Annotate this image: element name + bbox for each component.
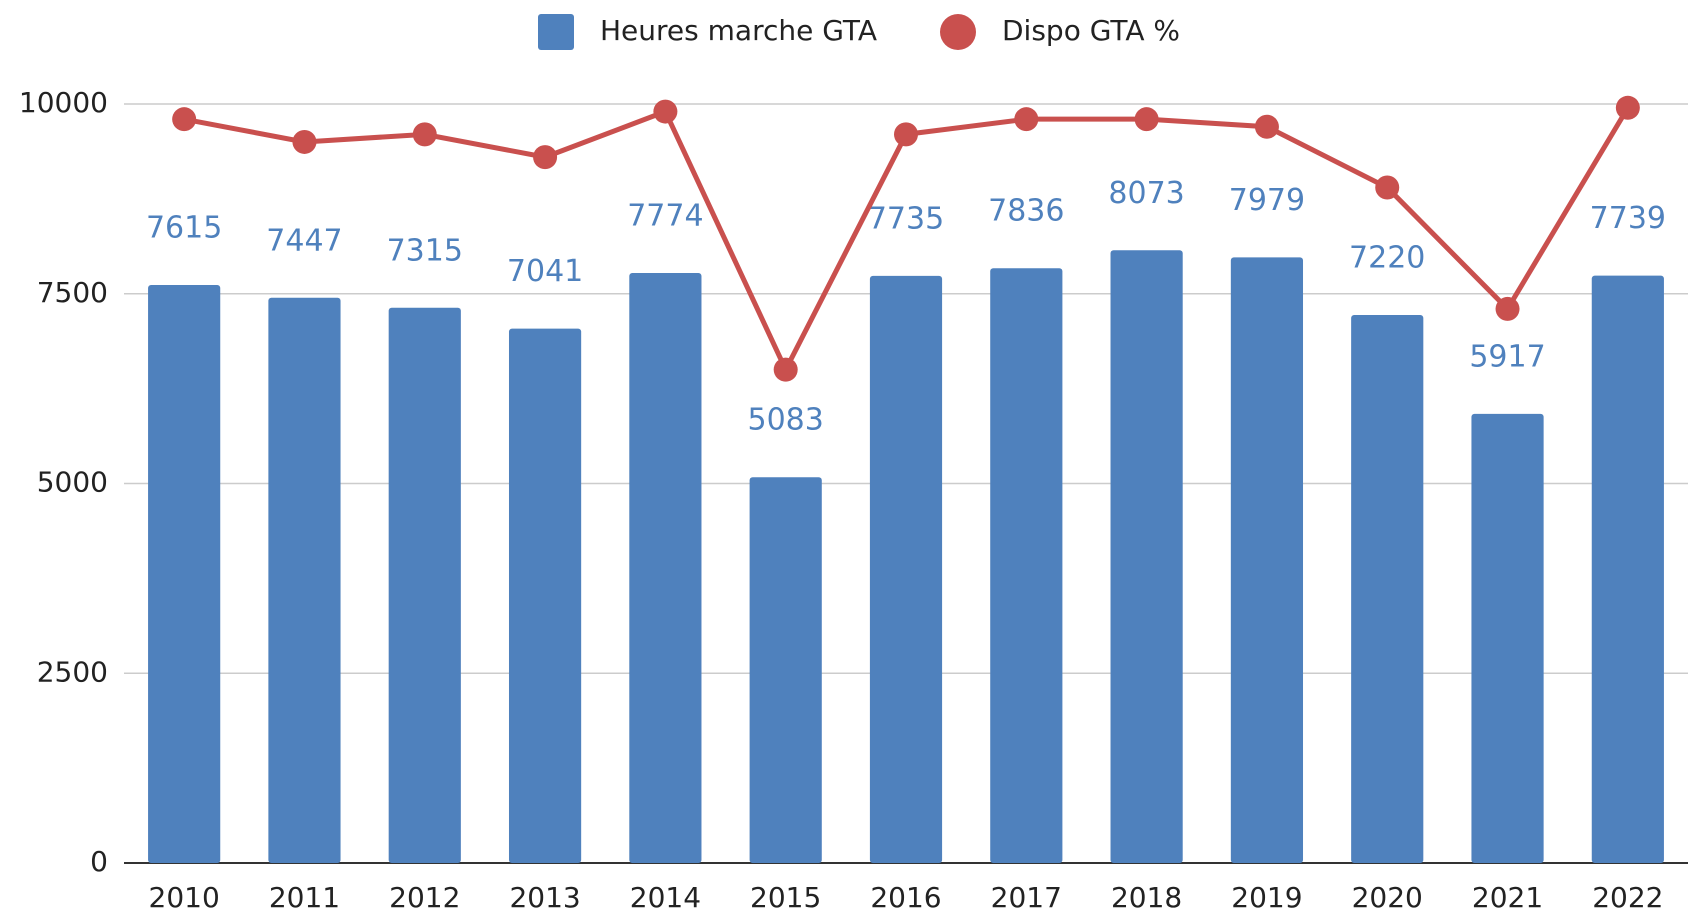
x-tick-label: 2012 bbox=[389, 881, 460, 914]
data-label: 7739 bbox=[1590, 201, 1666, 236]
point bbox=[1615, 95, 1640, 120]
point bbox=[1375, 175, 1400, 200]
y-tick-label: 2500 bbox=[37, 655, 108, 688]
data-label: 5083 bbox=[748, 403, 824, 438]
data-label: 5917 bbox=[1469, 339, 1545, 374]
y-tick-label: 0 bbox=[90, 845, 108, 878]
bar bbox=[388, 307, 461, 863]
point bbox=[1495, 296, 1520, 321]
x-tick-label: 2018 bbox=[1111, 881, 1182, 914]
bar bbox=[990, 268, 1063, 864]
legend-swatch bbox=[538, 14, 574, 50]
bar bbox=[1351, 315, 1424, 863]
point bbox=[773, 357, 798, 382]
point bbox=[1134, 107, 1159, 132]
bar bbox=[869, 275, 943, 863]
data-label: 7774 bbox=[627, 198, 703, 233]
point bbox=[412, 122, 437, 147]
x-tick-label: 2014 bbox=[630, 881, 701, 914]
point bbox=[1254, 114, 1279, 139]
x-tick-label: 2021 bbox=[1472, 881, 1543, 914]
bar bbox=[1230, 257, 1304, 863]
data-label: 8073 bbox=[1108, 176, 1184, 211]
data-label: 7447 bbox=[266, 223, 342, 258]
x-tick-label: 2016 bbox=[870, 881, 941, 914]
y-tick-label: 7500 bbox=[37, 276, 108, 309]
point bbox=[1014, 107, 1039, 132]
data-label: 7041 bbox=[507, 254, 583, 289]
data-label: 7735 bbox=[868, 201, 944, 236]
x-tick-label: 2017 bbox=[991, 881, 1062, 914]
x-tick-label: 2015 bbox=[750, 881, 821, 914]
point bbox=[172, 107, 197, 132]
point bbox=[653, 99, 678, 124]
bar bbox=[268, 297, 341, 863]
x-tick-label: 2013 bbox=[509, 881, 580, 914]
bar bbox=[508, 328, 582, 863]
x-tick-label: 2022 bbox=[1592, 881, 1663, 914]
bar bbox=[629, 272, 702, 864]
x-tick-label: 2010 bbox=[149, 881, 220, 914]
data-label: 7615 bbox=[146, 211, 222, 246]
legend-label: Dispo GTA % bbox=[1002, 14, 1180, 47]
point bbox=[894, 122, 918, 147]
point bbox=[533, 145, 558, 170]
x-tick-label: 2020 bbox=[1352, 881, 1423, 914]
legend-swatch bbox=[940, 14, 976, 50]
bar bbox=[1110, 250, 1183, 864]
x-tick-label: 2019 bbox=[1231, 881, 1302, 914]
bar bbox=[749, 477, 822, 863]
y-tick-label: 5000 bbox=[37, 466, 108, 499]
bar bbox=[1591, 275, 1664, 864]
data-label: 7315 bbox=[387, 233, 463, 268]
bar bbox=[1471, 413, 1544, 863]
data-label: 7220 bbox=[1349, 241, 1425, 276]
legend-label: Heures marche GTA bbox=[600, 14, 877, 47]
y-tick-label: 10000 bbox=[19, 86, 108, 119]
data-label: 7979 bbox=[1229, 183, 1305, 218]
x-tick-label: 2011 bbox=[269, 881, 340, 914]
data-label: 7836 bbox=[988, 194, 1064, 229]
bar bbox=[148, 285, 221, 864]
point bbox=[292, 129, 317, 154]
